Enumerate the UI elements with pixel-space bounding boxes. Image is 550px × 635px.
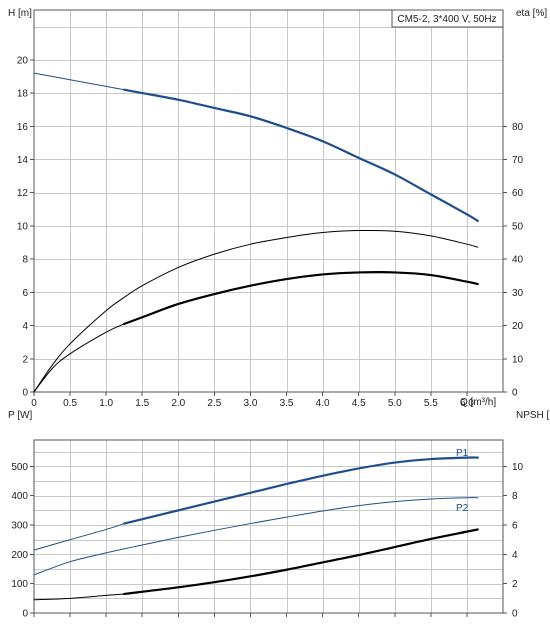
top-left-tick-label: 2 (22, 354, 28, 365)
x-tick-label: 5.5 (424, 398, 438, 409)
top-left-tick-label: 0 (22, 388, 28, 399)
x-tick-label: 6.0 (460, 398, 474, 409)
top-right-tick-label: 30 (512, 288, 524, 299)
top-left-tick-label: 16 (17, 122, 29, 133)
bottom-series-line (123, 456, 479, 525)
bottom-labels: 0 100 200 300 400 500 0 2 4 6 8 10 (11, 462, 523, 620)
bottom-right-tick-label: 4 (512, 550, 518, 561)
x-tick-label: 3.5 (280, 398, 294, 409)
top-left-axis-title: H [m] (8, 8, 32, 19)
top-series (33, 72, 479, 393)
top-left-tick-label: 10 (17, 221, 29, 232)
x-tick-label: 2.5 (207, 398, 221, 409)
top-right-tick-label: 70 (512, 155, 524, 166)
bottom-panel: 0 100 200 300 400 500 0 2 4 6 8 10 P [W] NPSH [m] P… (8, 410, 550, 620)
x-tick-label: 4.0 (316, 398, 330, 409)
top-series-line (33, 72, 125, 91)
x-tick-label: 2.0 (171, 398, 185, 409)
top-grid (34, 10, 503, 392)
x-tick-label: 0.5 (63, 398, 77, 409)
bottom-right-tick-label: 6 (512, 521, 518, 532)
top-panel: 0 0.5 1.0 1.5 2.0 2.5 3.0 3.5 4.0 4.5 5.0 5.5 6.0 0 2 4… (8, 8, 547, 409)
bottom-left-tick-label: 100 (11, 579, 28, 590)
chart-title-box: CM5-2, 3*400 V, 50Hz (391, 9, 504, 28)
top-plot-frame (33, 9, 504, 393)
x-tick-label: 0 (31, 398, 37, 409)
bottom-right-tick-label: 8 (512, 491, 518, 502)
bottom-series-line (123, 528, 479, 596)
series-label-p1: P1 (456, 448, 469, 459)
top-series-line (123, 88, 479, 223)
bottom-right-tick-label: 2 (512, 579, 518, 590)
top-right-tick-label: 20 (512, 321, 524, 332)
bottom-series-line (33, 523, 125, 551)
top-right-tick-label: 10 (512, 354, 524, 365)
top-series-line (33, 323, 125, 393)
bottom-plot-frame (33, 439, 504, 614)
top-right-tick-label: 80 (512, 122, 524, 133)
top-left-tick-label: 8 (22, 255, 28, 266)
top-ticks (30, 59, 507, 396)
x-tick-label: 4.5 (352, 398, 366, 409)
top-series-line (123, 271, 479, 325)
bottom-series-line (33, 497, 479, 576)
bottom-left-tick-label: 400 (11, 491, 28, 502)
top-series-line (33, 229, 479, 393)
top-left-tick-label: 18 (17, 89, 29, 100)
x-tick-label: 3.0 (244, 398, 258, 409)
top-left-tick-label: 14 (17, 155, 29, 166)
top-right-tick-label: 0 (512, 388, 518, 399)
top-left-tick-label: 4 (22, 321, 28, 332)
bottom-right-tick-label: 0 (512, 609, 518, 620)
bottom-right-axis-title: NPSH [m] (516, 410, 550, 421)
bottom-grid (34, 440, 503, 613)
top-right-tick-label: 50 (512, 221, 524, 232)
bottom-ticks (30, 465, 507, 617)
top-x-axis-title: Q [m³/h] (460, 397, 496, 408)
bottom-left-tick-label: 500 (11, 462, 28, 473)
x-tick-label: 5.0 (388, 398, 402, 409)
bottom-left-tick-label: 300 (11, 521, 28, 532)
top-left-tick-label: 6 (22, 288, 28, 299)
top-left-tick-label: 12 (17, 188, 29, 199)
chart-title-frame (391, 9, 504, 28)
top-labels: 0 0.5 1.0 1.5 2.0 2.5 3.0 3.5 4.0 4.5 5.0 5.5 6.0 0 2 4… (17, 55, 524, 409)
top-left-tick-label: 20 (17, 55, 29, 66)
bottom-left-axis-title: P [W] (8, 410, 32, 421)
top-right-axis-title: eta [%] (516, 8, 547, 19)
bottom-left-tick-label: 0 (22, 609, 28, 620)
bottom-series (33, 456, 479, 601)
x-tick-label: 1.5 (135, 398, 149, 409)
series-label-p2: P2 (456, 503, 469, 514)
bottom-right-tick-label: 10 (512, 462, 524, 473)
top-right-tick-label: 60 (512, 188, 524, 199)
chart-title: CM5-2, 3*400 V, 50Hz (397, 14, 496, 25)
bottom-series-line (33, 593, 125, 601)
bottom-left-tick-label: 200 (11, 550, 28, 561)
x-tick-label: 1.0 (99, 398, 113, 409)
top-right-tick-label: 40 (512, 255, 524, 266)
